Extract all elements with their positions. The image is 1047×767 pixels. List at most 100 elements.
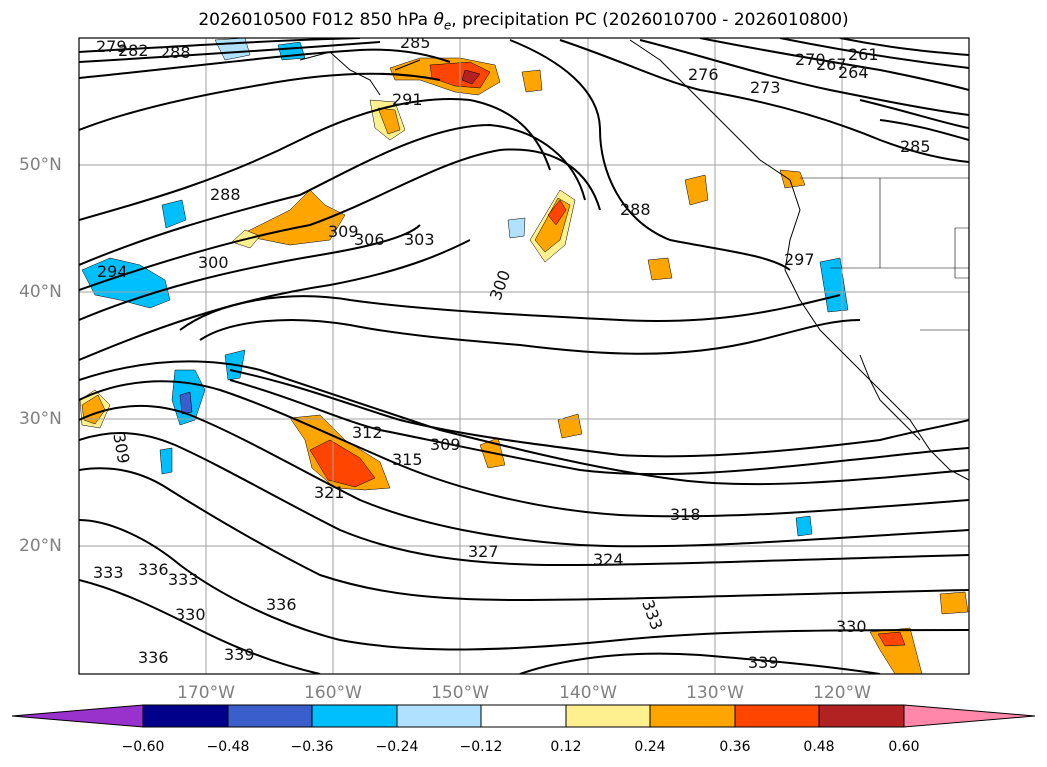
contour-line: [79, 98, 551, 221]
contour-label: 309: [109, 432, 133, 465]
contour-line: [79, 123, 586, 266]
precip-patch-blue: [795, 515, 813, 537]
contour-line: [79, 380, 969, 518]
contour-label: 336: [138, 648, 169, 667]
contour-label: 267: [816, 55, 847, 74]
contour-label: 312: [352, 423, 383, 442]
contour-line: [639, 39, 969, 116]
contour-line: [179, 294, 841, 331]
contour-label: 324: [593, 550, 624, 569]
contour-label: 333: [168, 570, 199, 589]
colorbar-tick-label: −0.36: [290, 739, 334, 755]
colorbar-segment: [818, 704, 905, 728]
lon-label-140w: 140°W: [559, 683, 617, 703]
contour-label: 264: [838, 63, 869, 82]
contour-line: [559, 39, 969, 163]
colorbar: [11, 704, 1036, 728]
contour-label: 261: [848, 45, 879, 64]
contour-line: [79, 519, 969, 651]
precip-patch-orange: [377, 107, 401, 135]
colorbar-tick-label: −0.48: [206, 739, 250, 755]
precip-patch-orange: [939, 591, 969, 615]
contour-label: 288: [210, 185, 241, 204]
precip-patch-orange: [557, 413, 583, 439]
colorbar-segment: [480, 704, 567, 728]
lon-label-160w: 160°W: [304, 683, 362, 703]
colorbar-segment: [649, 704, 736, 728]
precip-patch-blue: [159, 447, 173, 475]
contour-label: 282: [118, 41, 149, 60]
lon-label-130w: 130°W: [686, 683, 744, 703]
contour-label: 330: [175, 605, 206, 624]
contour-label: 273: [750, 78, 781, 97]
precip-patch-red: [547, 199, 567, 226]
precip-patch-blue: [161, 199, 187, 229]
colorbar-segment: [565, 704, 651, 728]
colorbar-tick-label: 0.24: [634, 739, 666, 755]
colorbar-segment: [396, 704, 482, 728]
map-title: 2026010500 F012 850 hPa θe, precipitatio…: [198, 10, 849, 33]
contour-label: 285: [400, 33, 431, 52]
precip-patch-orange: [239, 189, 346, 246]
colorbar-tick-label: −0.12: [459, 739, 503, 755]
contour-line: [79, 467, 969, 602]
contour-line: [229, 379, 969, 476]
colorbar-tick-label: −0.60: [121, 739, 165, 755]
contour-label: 270: [795, 50, 826, 69]
contour-label: 276: [688, 65, 719, 84]
contour-line: [199, 319, 861, 355]
lon-label-170w: 170°W: [177, 683, 235, 703]
precip-patch-blue: [819, 257, 849, 313]
precip-patch-lightblue: [214, 38, 251, 61]
contour-label: 285: [900, 137, 931, 156]
colorbar-tick-label: −0.24: [375, 739, 419, 755]
lat-label-20n: 20°N: [19, 536, 62, 556]
contour-line: [79, 224, 421, 321]
map-frame: [78, 37, 970, 675]
precip-patch-darkblue: [179, 391, 193, 415]
contour-label: 315: [392, 450, 423, 469]
contour-label: 318: [670, 505, 701, 524]
contour-label: 288: [620, 200, 651, 219]
colorbar-tick-label: 0.36: [719, 739, 751, 755]
contour-line: [79, 48, 451, 79]
precip-patch-red: [309, 439, 376, 488]
baja-coastline: [859, 354, 921, 441]
contour-label: 339: [748, 653, 779, 672]
precip-patch-orange: [684, 174, 709, 206]
contour-line: [79, 38, 361, 53]
contour-label: 279: [96, 37, 127, 56]
lon-label-150w: 150°W: [431, 683, 489, 703]
contour-label: 306: [354, 230, 385, 249]
contour-line: [79, 432, 969, 567]
colorbar-tick-label: 0.60: [888, 739, 920, 755]
canada-coastline: [629, 39, 801, 271]
contour-line: [79, 360, 969, 486]
coastlines: [299, 39, 969, 481]
contour-label: 297: [784, 250, 815, 269]
colorbar-segment: [142, 704, 229, 728]
contour-labels: 279 282 288 285 291 288 294 300 309 306 …: [93, 33, 931, 672]
contour-line: [509, 39, 791, 271]
precip-patch-red: [877, 631, 906, 647]
contour-line: [229, 369, 969, 458]
us-west-coastline: [784, 269, 969, 481]
colorbar-tick-label: 0.12: [550, 739, 582, 755]
precip-patch-lightblue: [507, 217, 526, 239]
contour-line: [79, 148, 601, 291]
state-border: [800, 177, 969, 331]
contour-line: [79, 239, 471, 361]
lat-label-50n: 50°N: [19, 155, 62, 175]
contour-label: 288: [160, 43, 191, 62]
precip-patch-darkred: [461, 69, 481, 85]
graticule: [79, 38, 969, 674]
precip-patch-orange: [647, 257, 673, 281]
precip-patch-orange: [521, 69, 543, 93]
contour-label: 333: [93, 563, 124, 582]
contour-line: [79, 72, 441, 131]
colorbar-extend-low: [11, 704, 144, 728]
contour-label: 300: [486, 268, 514, 303]
contour-label: 294: [97, 262, 128, 281]
contour-label: 309: [430, 435, 461, 454]
